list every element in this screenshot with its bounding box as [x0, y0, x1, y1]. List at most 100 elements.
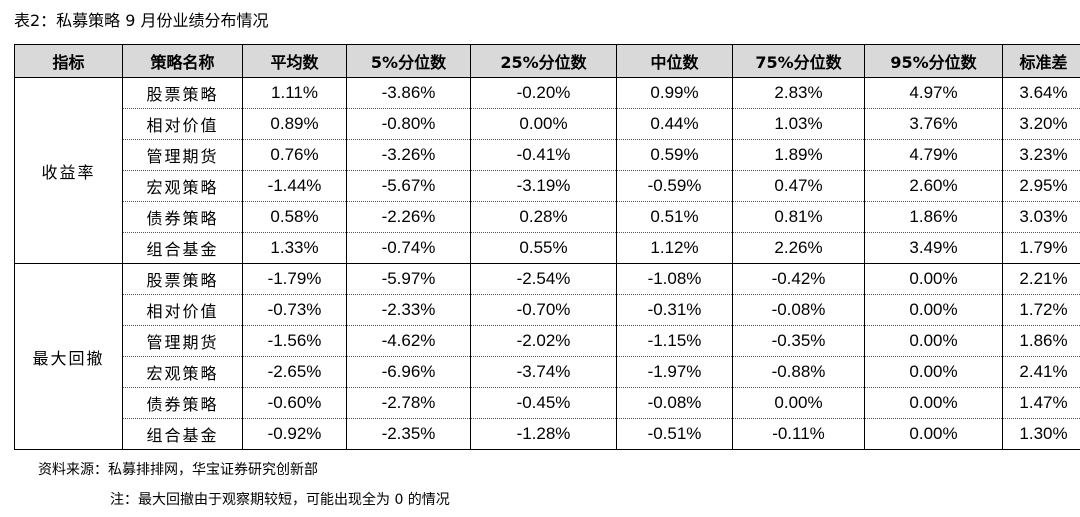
- header-mean: 平均数: [242, 44, 347, 78]
- value-cell: 0.00%: [864, 387, 1003, 419]
- value-cell: 1.86%: [1002, 325, 1080, 357]
- value-cell: 0.47%: [732, 170, 865, 202]
- value-cell: 0.00%: [864, 325, 1003, 357]
- value-cell: 1.86%: [864, 201, 1003, 233]
- value-cell: 1.11%: [242, 77, 347, 109]
- strategy-name-cell: 相对价值: [122, 294, 243, 326]
- value-cell: -0.31%: [616, 294, 733, 326]
- table-row: 宏观策略 -1.44% -5.67% -3.19% -0.59% 0.47% 2.60% 2.…: [15, 170, 1080, 202]
- table-row: 组合基金 -0.92% -2.35% -1.28% -0.51% -0.11% 0.00% 1…: [15, 418, 1080, 450]
- value-cell: -2.26%: [346, 201, 471, 233]
- strategy-name-cell: 宏观策略: [122, 170, 243, 202]
- header-median: 中位数: [616, 44, 733, 78]
- value-cell: -0.92%: [242, 418, 347, 450]
- header-row: 指标 策略名称 平均数 5%分位数 25%分位数 中位数 75%分位数 95%分…: [14, 44, 1080, 78]
- value-cell: 2.60%: [864, 170, 1003, 202]
- value-cell: -0.73%: [242, 294, 347, 326]
- value-cell: 3.76%: [864, 108, 1003, 140]
- table-row: 债券策略 0.58% -2.26% 0.28% 0.51% 0.81% 1.86% 3.03%: [15, 201, 1080, 233]
- table-caption: 表2：私募策略 9 月份业绩分布情况: [14, 11, 269, 30]
- value-cell: 0.59%: [616, 139, 733, 171]
- value-cell: 3.20%: [1002, 108, 1080, 140]
- value-cell: -0.80%: [346, 108, 471, 140]
- value-cell: -3.86%: [346, 77, 471, 109]
- value-cell: 1.33%: [242, 232, 347, 264]
- table-row: 最大回撤 股票策略 -1.79% -5.97% -2.54% -1.08% -0.42% 0.…: [14, 263, 1080, 450]
- value-cell: 0.00%: [864, 263, 1003, 295]
- strategy-name-cell: 相对价值: [122, 108, 243, 140]
- value-cell: -0.60%: [242, 387, 347, 419]
- value-cell: -0.51%: [616, 418, 733, 450]
- value-cell: -1.15%: [616, 325, 733, 357]
- group-label: 收益率: [14, 77, 123, 264]
- strategy-name-cell: 组合基金: [122, 232, 243, 264]
- value-cell: 3.64%: [1002, 77, 1080, 109]
- header-strategy-name: 策略名称: [122, 44, 243, 78]
- strategy-name-cell: 组合基金: [122, 418, 243, 450]
- strategy-name-cell: 债券策略: [122, 201, 243, 233]
- value-cell: -3.26%: [346, 139, 471, 171]
- value-cell: -3.74%: [470, 356, 617, 388]
- footnote: 注：最大回撤由于观察期较短，可能出现全为 0 的情况: [110, 492, 450, 508]
- value-cell: 3.49%: [864, 232, 1003, 264]
- header-indicator: 指标: [14, 44, 123, 78]
- value-cell: 1.30%: [1002, 418, 1080, 450]
- value-cell: 2.83%: [732, 77, 865, 109]
- source-note: 资料来源：私募排排网，华宝证券研究创新部: [38, 462, 318, 478]
- table-row: 相对价值 -0.73% -2.33% -0.70% -0.31% -0.08% 0.00% 1…: [15, 294, 1080, 326]
- header-p5: 5%分位数: [346, 44, 471, 78]
- header-p95: 95%分位数: [864, 44, 1003, 78]
- value-cell: -0.88%: [732, 356, 865, 388]
- value-cell: -1.56%: [242, 325, 347, 357]
- value-cell: -2.02%: [470, 325, 617, 357]
- value-cell: -1.44%: [242, 170, 347, 202]
- value-cell: 2.41%: [1002, 356, 1080, 388]
- table-row: 管理期货 0.76% -3.26% -0.41% 0.59% 1.89% 4.79% 3.23…: [15, 139, 1080, 171]
- value-cell: -0.08%: [616, 387, 733, 419]
- value-cell: 2.21%: [1002, 263, 1080, 295]
- value-cell: 0.76%: [242, 139, 347, 171]
- value-cell: 2.26%: [732, 232, 865, 264]
- value-cell: -0.11%: [732, 418, 865, 450]
- value-cell: 1.47%: [1002, 387, 1080, 419]
- value-cell: 0.00%: [864, 294, 1003, 326]
- strategy-name-cell: 管理期货: [122, 325, 243, 357]
- value-cell: 4.97%: [864, 77, 1003, 109]
- value-cell: 0.28%: [470, 201, 617, 233]
- value-cell: -0.59%: [616, 170, 733, 202]
- value-cell: 0.99%: [616, 77, 733, 109]
- value-cell: -0.20%: [470, 77, 617, 109]
- value-cell: -2.33%: [346, 294, 471, 326]
- header-p75: 75%分位数: [732, 44, 865, 78]
- strategy-name-cell: 管理期货: [122, 139, 243, 171]
- value-cell: -0.74%: [346, 232, 471, 264]
- strategy-name-cell: 股票策略: [122, 77, 243, 109]
- value-cell: -2.65%: [242, 356, 347, 388]
- header-stddev: 标准差: [1002, 44, 1080, 78]
- value-cell: 0.00%: [864, 418, 1003, 450]
- value-cell: -0.41%: [470, 139, 617, 171]
- value-cell: 0.58%: [242, 201, 347, 233]
- table-row: 相对价值 0.89% -0.80% 0.00% 0.44% 1.03% 3.76% 3.20%: [15, 108, 1080, 140]
- strategy-name-cell: 宏观策略: [122, 356, 243, 388]
- table-body: 收益率 股票策略 1.11% -3.86% -0.20% 0.99% 2.83% 4.97% 3…: [14, 77, 1080, 450]
- performance-table: 指标 策略名称 平均数 5%分位数 25%分位数 中位数 75%分位数 95%分…: [14, 44, 1080, 450]
- value-cell: 0.00%: [470, 108, 617, 140]
- header-p25: 25%分位数: [470, 44, 617, 78]
- value-cell: -2.78%: [346, 387, 471, 419]
- value-cell: -2.54%: [470, 263, 617, 295]
- value-cell: 1.72%: [1002, 294, 1080, 326]
- value-cell: -0.35%: [732, 325, 865, 357]
- value-cell: 4.79%: [864, 139, 1003, 171]
- value-cell: -5.67%: [346, 170, 471, 202]
- value-cell: 1.12%: [616, 232, 733, 264]
- value-cell: -3.19%: [470, 170, 617, 202]
- value-cell: 3.03%: [1002, 201, 1080, 233]
- table-row: 管理期货 -1.56% -4.62% -2.02% -1.15% -0.35% 0.00% 1…: [15, 325, 1080, 357]
- value-cell: 0.44%: [616, 108, 733, 140]
- table-row: 收益率 股票策略 1.11% -3.86% -0.20% 0.99% 2.83% 4.97% 3…: [14, 77, 1080, 264]
- value-cell: 0.55%: [470, 232, 617, 264]
- strategy-name-cell: 股票策略: [122, 263, 243, 295]
- table-row: 宏观策略 -2.65% -6.96% -3.74% -1.97% -0.88% 0.00% 2…: [15, 356, 1080, 388]
- value-cell: 0.89%: [242, 108, 347, 140]
